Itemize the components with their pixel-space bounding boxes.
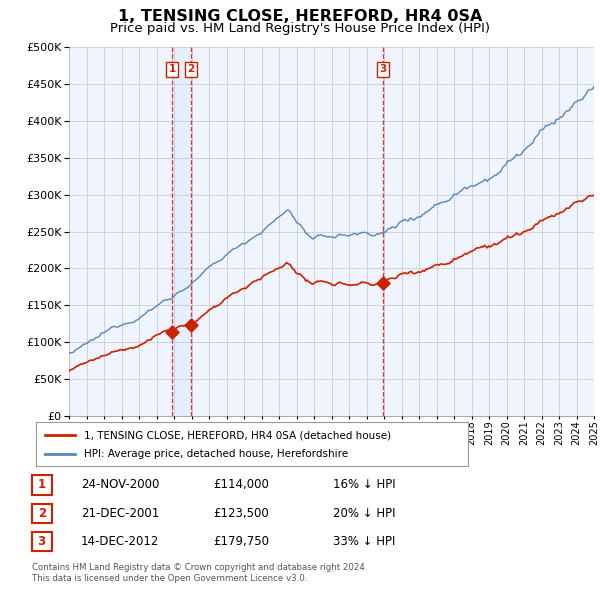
Text: This data is licensed under the Open Government Licence v3.0.: This data is licensed under the Open Gov… xyxy=(32,574,307,583)
Text: 1: 1 xyxy=(38,478,46,491)
Text: 2: 2 xyxy=(38,507,46,520)
Text: Contains HM Land Registry data © Crown copyright and database right 2024.: Contains HM Land Registry data © Crown c… xyxy=(32,563,367,572)
Text: 16% ↓ HPI: 16% ↓ HPI xyxy=(333,478,395,491)
Text: 3: 3 xyxy=(38,535,46,548)
Text: 20% ↓ HPI: 20% ↓ HPI xyxy=(333,507,395,520)
Text: 24-NOV-2000: 24-NOV-2000 xyxy=(81,478,160,491)
Text: 3: 3 xyxy=(380,64,387,74)
Text: HPI: Average price, detached house, Herefordshire: HPI: Average price, detached house, Here… xyxy=(83,449,347,458)
Bar xyxy=(172,47,191,416)
Text: 2: 2 xyxy=(187,64,194,74)
Text: 21-DEC-2001: 21-DEC-2001 xyxy=(81,507,159,520)
Text: 33% ↓ HPI: 33% ↓ HPI xyxy=(333,535,395,548)
Text: £179,750: £179,750 xyxy=(213,535,269,548)
Text: £114,000: £114,000 xyxy=(213,478,269,491)
Point xyxy=(186,320,196,330)
Point xyxy=(379,278,388,288)
Text: 1, TENSING CLOSE, HEREFORD, HR4 0SA (detached house): 1, TENSING CLOSE, HEREFORD, HR4 0SA (det… xyxy=(83,430,391,440)
Text: Price paid vs. HM Land Registry's House Price Index (HPI): Price paid vs. HM Land Registry's House … xyxy=(110,22,490,35)
Text: 1, TENSING CLOSE, HEREFORD, HR4 0SA: 1, TENSING CLOSE, HEREFORD, HR4 0SA xyxy=(118,9,482,24)
Text: 14-DEC-2012: 14-DEC-2012 xyxy=(81,535,160,548)
Text: 1: 1 xyxy=(169,64,176,74)
Point xyxy=(167,327,177,336)
Text: £123,500: £123,500 xyxy=(213,507,269,520)
